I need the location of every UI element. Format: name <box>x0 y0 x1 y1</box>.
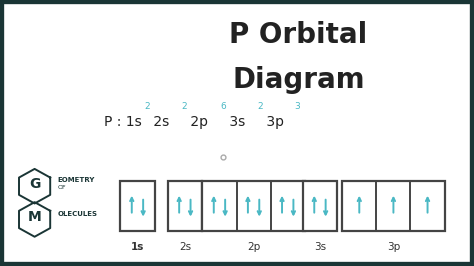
Text: P Orbital: P Orbital <box>229 20 368 49</box>
Text: 3s: 3s <box>225 115 245 129</box>
Bar <box>202 181 305 231</box>
Text: 2p: 2p <box>186 115 208 129</box>
Text: 2: 2 <box>181 102 187 111</box>
Bar <box>168 181 202 231</box>
Text: 3p: 3p <box>262 115 283 129</box>
Text: M: M <box>27 210 42 224</box>
Text: 1s: 1s <box>131 242 144 252</box>
Text: G: G <box>29 177 40 190</box>
Text: 3: 3 <box>294 102 300 111</box>
Text: EOMETRY: EOMETRY <box>57 177 95 183</box>
Text: OF: OF <box>57 185 66 190</box>
Text: 3p: 3p <box>387 242 400 252</box>
Bar <box>120 181 155 231</box>
Text: 6: 6 <box>220 102 226 111</box>
Text: P : 1s: P : 1s <box>104 115 142 129</box>
Text: 2: 2 <box>257 102 263 111</box>
Text: 2s: 2s <box>149 115 170 129</box>
Bar <box>303 181 337 231</box>
Text: 2: 2 <box>145 102 150 111</box>
Bar <box>342 181 445 231</box>
Text: 2p: 2p <box>247 242 260 252</box>
Text: 2s: 2s <box>179 242 191 252</box>
Text: 3s: 3s <box>314 242 326 252</box>
Text: Diagram: Diagram <box>232 66 365 94</box>
Text: OLECULES: OLECULES <box>57 211 97 217</box>
